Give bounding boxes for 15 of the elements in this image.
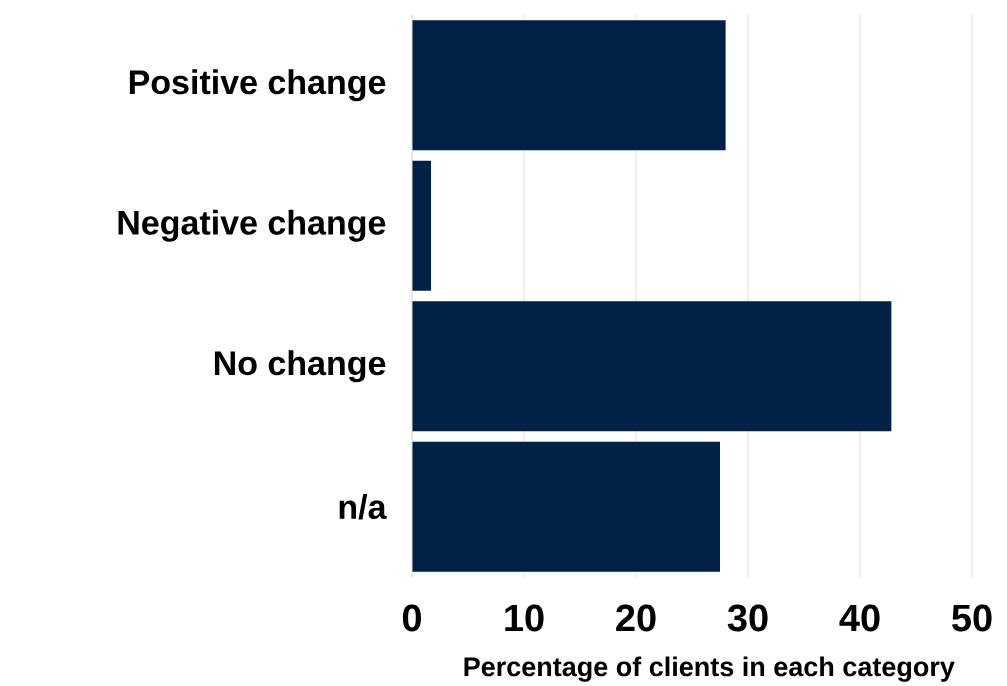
x-tick-label: 0	[402, 604, 422, 632]
y-tick-label: Negative change	[118, 209, 386, 242]
y-tick-label: Positive change	[129, 69, 386, 102]
x-tick-label: 30	[727, 604, 768, 632]
bar	[412, 20, 726, 151]
x-tick-label: 40	[839, 604, 880, 632]
bar	[412, 441, 720, 572]
y-tick-label: No change	[214, 350, 386, 383]
y-tick-label: n/a	[339, 494, 387, 520]
bar	[412, 301, 892, 432]
x-tick-label: 50	[952, 604, 992, 632]
bar	[412, 160, 432, 291]
x-axis-title: Percentage of clients in each category	[464, 656, 955, 682]
x-tick-label: 20	[616, 604, 656, 632]
x-tick-label: 10	[505, 604, 544, 632]
